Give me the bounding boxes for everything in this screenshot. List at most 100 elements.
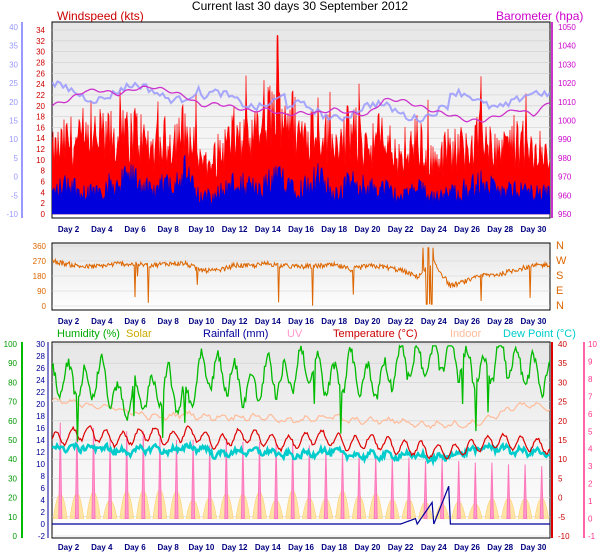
humidity-tick-label: 10: [8, 513, 17, 522]
barometer-tick-label: 1000: [558, 117, 576, 126]
direction-day-tick-label: Day 18: [321, 317, 347, 326]
uv-tick-label: 3: [588, 462, 593, 471]
wind-far-left-tick-label: 0: [14, 173, 19, 182]
rainfall-tick-label: 0: [41, 520, 46, 529]
uv-day-spike: [240, 441, 245, 520]
windspeed-tick-label: 18: [36, 113, 45, 122]
humidity-tick-label: 40: [8, 455, 17, 464]
direction-tick-label: 0: [42, 302, 47, 311]
uv-tick-label: 8: [588, 375, 593, 384]
weather-day-tick-label: Day 28: [487, 543, 513, 552]
wind-day-tick-label: Day 2: [58, 225, 80, 234]
direction-day-tick-label: Day 20: [355, 317, 381, 326]
rainfall-line: [52, 485, 550, 526]
uv-day-spike: [257, 441, 262, 520]
wind-far-left-tick-label: 40: [9, 23, 18, 32]
wind-day-tick-label: Day 6: [124, 225, 146, 234]
compass-tick-label: N: [556, 240, 564, 252]
humidity-tick-label: 90: [8, 359, 17, 368]
wind-day-tick-label: Day 4: [91, 225, 113, 234]
barometer-tick-label: 960: [558, 191, 572, 200]
barometer-tick-label: 1030: [558, 60, 576, 69]
wind-far-left-tick-label: 25: [9, 79, 18, 88]
direction-day-tick-label: Day 8: [158, 317, 180, 326]
windspeed-tick-label: 4: [41, 188, 46, 197]
uv-day-spike: [290, 443, 295, 520]
uv-day-spike: [373, 453, 378, 520]
uv-day-spike: [539, 466, 544, 520]
windspeed-tick-label: 0: [41, 210, 46, 219]
compass-tick-label: W: [556, 255, 567, 267]
rainfall-tick-label: 4: [41, 496, 46, 505]
barometer-tick-label: 980: [558, 154, 572, 163]
wind-day-tick-label: Day 12: [222, 225, 248, 234]
windspeed-tick-label: 2: [41, 199, 46, 208]
rainfall-tick-label: 22: [36, 388, 45, 397]
rainfall-tick-label: 14: [36, 436, 45, 445]
compass-tick-label: E: [556, 285, 563, 297]
wind-far-left-tick-label: 20: [9, 98, 18, 107]
weather-day-tick-label: Day 26: [454, 543, 480, 552]
uv-day-spike: [58, 422, 63, 520]
humidity-tick-label: 0: [13, 532, 18, 541]
uv-day-spike: [506, 464, 511, 520]
direction-day-tick-label: Day 14: [255, 317, 281, 326]
direction-day-tick-label: Day 2: [58, 317, 80, 326]
humidity-tick-label: 100: [4, 340, 18, 349]
temperature-tick-label: -5: [558, 513, 566, 522]
rainfall-tick-label: 26: [36, 364, 45, 373]
uv-day-spike: [406, 457, 411, 520]
barometer-tick-label: 990: [558, 135, 572, 144]
uv-tick-label: 9: [588, 357, 593, 366]
windspeed-tick-label: 32: [36, 37, 45, 46]
uv-tick-label: 2: [588, 480, 593, 489]
rainfall-tick-label: 20: [36, 400, 45, 409]
temperature-tick-label: 10: [558, 455, 567, 464]
direction-day-tick-label: Day 26: [454, 317, 480, 326]
rainfall-tick-label: 6: [41, 484, 46, 493]
humidity-tick-label: 30: [8, 474, 17, 483]
windspeed-tick-label: 10: [36, 156, 45, 165]
rainfall-tick-label: 16: [36, 424, 45, 433]
humidity-tick-label: 80: [8, 378, 17, 387]
windspeed-tick-label: 30: [36, 48, 45, 57]
direction-day-tick-label: Day 22: [388, 317, 414, 326]
wind-gust-area: [52, 35, 550, 215]
humidity-tick-label: 50: [8, 436, 17, 445]
uv-tick-label: 1: [588, 497, 593, 506]
windspeed-tick-label: 20: [36, 102, 45, 111]
uv-day-spike: [323, 448, 328, 520]
humidity-tick-label: 20: [8, 494, 17, 503]
humidity-tick-label: 60: [8, 417, 17, 426]
wind-far-left-tick-label: 35: [9, 42, 18, 51]
uv-tick-label: 0: [588, 515, 593, 524]
weather-day-tick-label: Day 12: [222, 543, 248, 552]
uv-day-spike: [157, 436, 162, 520]
direction-day-tick-label: Day 10: [189, 317, 215, 326]
chart-title: Current last 30 days 30 September 2012: [192, 0, 408, 13]
temperature-tick-label: 5: [558, 474, 563, 483]
uv-day-spike: [489, 462, 494, 520]
dewpoint-label: Dew Point (°C): [503, 328, 576, 340]
rainfall-tick-label: 2: [41, 508, 46, 517]
temperature-tick-label: 40: [558, 340, 567, 349]
wind-far-left-tick-label: -5: [11, 191, 19, 200]
temperature-label: Temperature (°C): [333, 328, 417, 340]
humidity-tick-label: 70: [8, 398, 17, 407]
weather-day-tick-label: Day 20: [355, 543, 381, 552]
temperature-tick-label: 25: [558, 398, 567, 407]
barometer-axis-label: Barometer (hpa): [496, 9, 583, 23]
weather-day-tick-label: Day 2: [58, 543, 80, 552]
uv-day-spike: [108, 439, 113, 520]
uv-day-spike: [523, 464, 528, 520]
temperature-tick-label: 15: [558, 436, 567, 445]
direction-day-tick-label: Day 6: [124, 317, 146, 326]
weather-day-tick-label: Day 10: [189, 543, 215, 552]
direction-day-tick-label: Day 12: [222, 317, 248, 326]
direction-day-tick-label: Day 30: [521, 317, 547, 326]
direction-day-tick-label: Day 28: [487, 317, 513, 326]
uv-day-spike: [91, 427, 96, 520]
weather-day-tick-label: Day 8: [158, 543, 180, 552]
wind-day-tick-label: Day 10: [189, 225, 215, 234]
uv-tick-label: -1: [588, 532, 596, 541]
